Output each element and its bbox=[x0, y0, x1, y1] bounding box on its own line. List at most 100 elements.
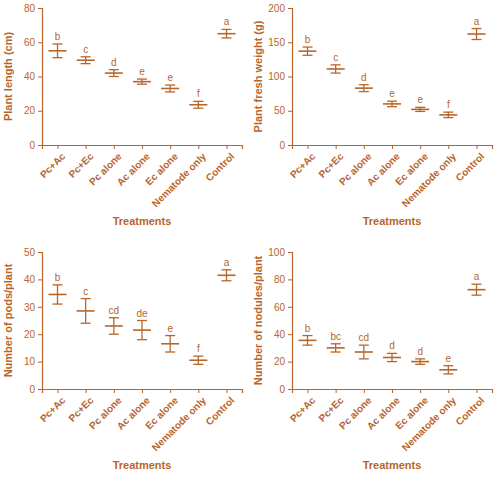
error-point bbox=[411, 107, 429, 111]
error-cap bbox=[415, 107, 425, 108]
error-point bbox=[161, 336, 179, 352]
tick: 30 bbox=[24, 302, 42, 313]
significance-letter: d bbox=[417, 346, 423, 357]
error-point bbox=[355, 85, 373, 92]
mean-line bbox=[411, 109, 429, 111]
mean-line bbox=[383, 357, 401, 359]
tick: 20 bbox=[24, 105, 42, 116]
tick-mark bbox=[38, 279, 42, 280]
significance-letter: f bbox=[447, 99, 450, 110]
error-cap bbox=[109, 334, 119, 335]
error-point bbox=[189, 356, 207, 364]
mean-line bbox=[468, 33, 486, 35]
x-axis: Pc+AcPc+EcPc aloneAc aloneEc aloneNemato… bbox=[288, 145, 493, 209]
mean-line bbox=[48, 294, 66, 296]
tick-label: 100 bbox=[268, 71, 285, 82]
significance-letter: bc bbox=[330, 331, 341, 342]
tick-mark bbox=[38, 389, 42, 390]
tick-label: 50 bbox=[24, 247, 36, 258]
significance-letter: b bbox=[305, 323, 311, 334]
y-axis: 020406080100 bbox=[268, 247, 292, 395]
error-cap bbox=[137, 84, 147, 85]
error-cap bbox=[359, 345, 369, 346]
tick: Nematode only bbox=[150, 145, 209, 209]
tick-label: 200 bbox=[268, 3, 285, 14]
tick-mark bbox=[288, 362, 292, 363]
tick: Nematode only bbox=[150, 389, 209, 453]
x-axis: Pc+AcPc+EcPc aloneAc aloneEc aloneNemato… bbox=[38, 389, 243, 453]
tick-label: Pc+Ac bbox=[38, 150, 68, 180]
tick: 100 bbox=[268, 247, 292, 258]
significance-letter: e bbox=[446, 353, 452, 364]
tick: 0 bbox=[279, 140, 292, 151]
error-cap bbox=[387, 353, 397, 354]
tick-label: 0 bbox=[279, 140, 285, 151]
tick-label: 40 bbox=[24, 274, 36, 285]
tick: 40 bbox=[24, 71, 42, 82]
error-cap bbox=[81, 323, 91, 324]
error-point bbox=[411, 359, 429, 364]
tick-label: Pc+Ac bbox=[288, 150, 318, 180]
tick-label: Pc+Ac bbox=[38, 394, 68, 424]
error-cap bbox=[472, 39, 482, 40]
significance-letter: e bbox=[167, 72, 173, 83]
tick-mark bbox=[288, 252, 292, 253]
error-cap bbox=[331, 72, 341, 73]
marks bbox=[298, 29, 485, 118]
error-cap bbox=[331, 351, 341, 352]
tick: 80 bbox=[24, 3, 42, 14]
tick-mark bbox=[170, 145, 171, 149]
tick: Nematode only bbox=[400, 389, 459, 453]
tick-mark bbox=[198, 145, 199, 149]
tick-label: Pc+Ac bbox=[288, 394, 318, 424]
tick-mark bbox=[307, 145, 308, 149]
mean-line bbox=[411, 361, 429, 363]
error-point bbox=[468, 284, 486, 295]
error-point bbox=[48, 285, 66, 304]
error-cap bbox=[472, 295, 482, 296]
significance-letter: f bbox=[197, 343, 200, 354]
tick: 20 bbox=[274, 356, 292, 367]
tick-mark bbox=[198, 389, 199, 393]
error-point bbox=[77, 299, 95, 324]
tick-label: Nematode only bbox=[400, 394, 459, 453]
tick-mark bbox=[420, 145, 421, 149]
tick-label: 80 bbox=[24, 3, 36, 14]
error-cap bbox=[52, 57, 62, 58]
marks bbox=[48, 270, 235, 365]
mean-line bbox=[468, 289, 486, 291]
error-cap bbox=[302, 55, 312, 56]
error-point bbox=[218, 270, 236, 281]
tick: Pc+Ac bbox=[38, 389, 68, 424]
mean-line bbox=[327, 347, 345, 349]
significance-letter: e bbox=[167, 323, 173, 334]
significance-letter: a bbox=[474, 271, 480, 282]
error-point bbox=[298, 336, 316, 346]
error-cap bbox=[165, 351, 175, 352]
panel: 01020304050Pc+AcPc+EcPc aloneAc aloneEc … bbox=[2, 247, 243, 471]
error-cap bbox=[222, 280, 232, 281]
tick-label: Nematode only bbox=[400, 150, 459, 209]
error-cap bbox=[472, 284, 482, 285]
tick-label: Nematode only bbox=[150, 150, 209, 209]
mean-line bbox=[439, 369, 457, 371]
tick-label: Control bbox=[203, 394, 236, 427]
significance-letter: d bbox=[389, 340, 395, 351]
mean-line bbox=[189, 104, 207, 106]
error-cap bbox=[472, 28, 482, 29]
error-cap bbox=[415, 111, 425, 112]
error-cap bbox=[109, 69, 119, 70]
y-axis-title: Plant fresh weight (g) bbox=[252, 20, 264, 132]
tick-mark bbox=[336, 145, 337, 149]
tick-mark bbox=[288, 389, 292, 390]
tick: Control bbox=[453, 389, 486, 428]
tick-label: 100 bbox=[268, 247, 285, 258]
tick-mark bbox=[38, 42, 42, 43]
error-cap bbox=[222, 37, 232, 38]
error-cap bbox=[302, 335, 312, 336]
error-cap bbox=[359, 91, 369, 92]
tick: Control bbox=[453, 145, 486, 184]
tick: Control bbox=[203, 145, 236, 184]
error-point bbox=[133, 321, 151, 340]
tick-mark bbox=[288, 307, 292, 308]
